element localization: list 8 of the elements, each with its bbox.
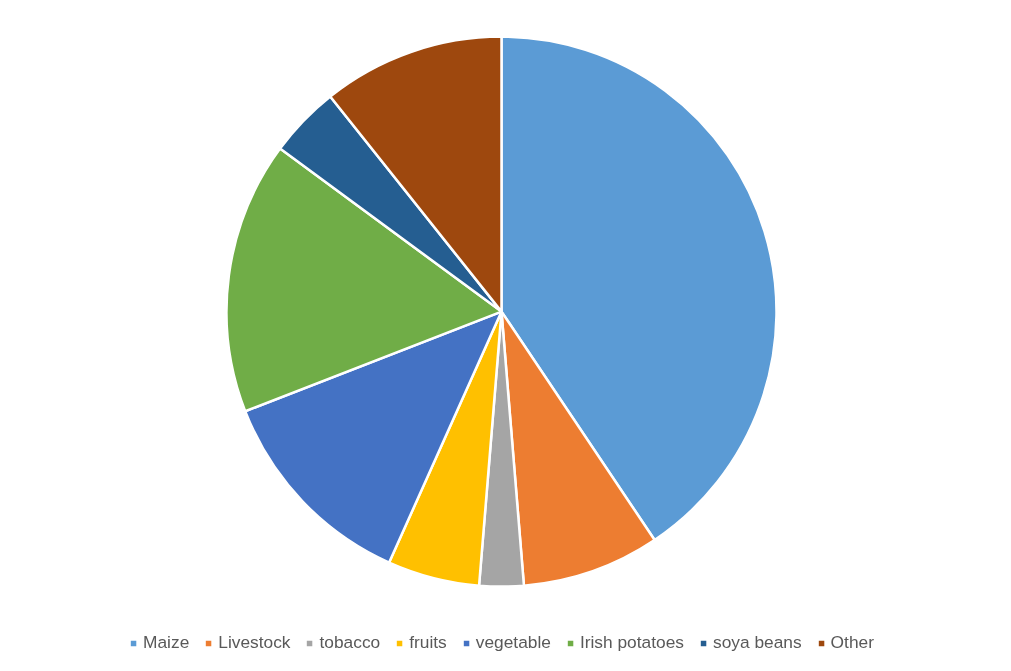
legend-label: Livestock	[218, 632, 291, 653]
legend-label: Irish potatoes	[579, 632, 684, 653]
legend-label: tobacco	[319, 632, 381, 653]
legend-label: fruits	[409, 632, 447, 653]
legend-label: Maize	[143, 632, 190, 653]
legend-label: vegetable	[475, 632, 551, 653]
legend-label: Other	[830, 632, 874, 653]
legend-label: soya beans	[712, 632, 802, 653]
